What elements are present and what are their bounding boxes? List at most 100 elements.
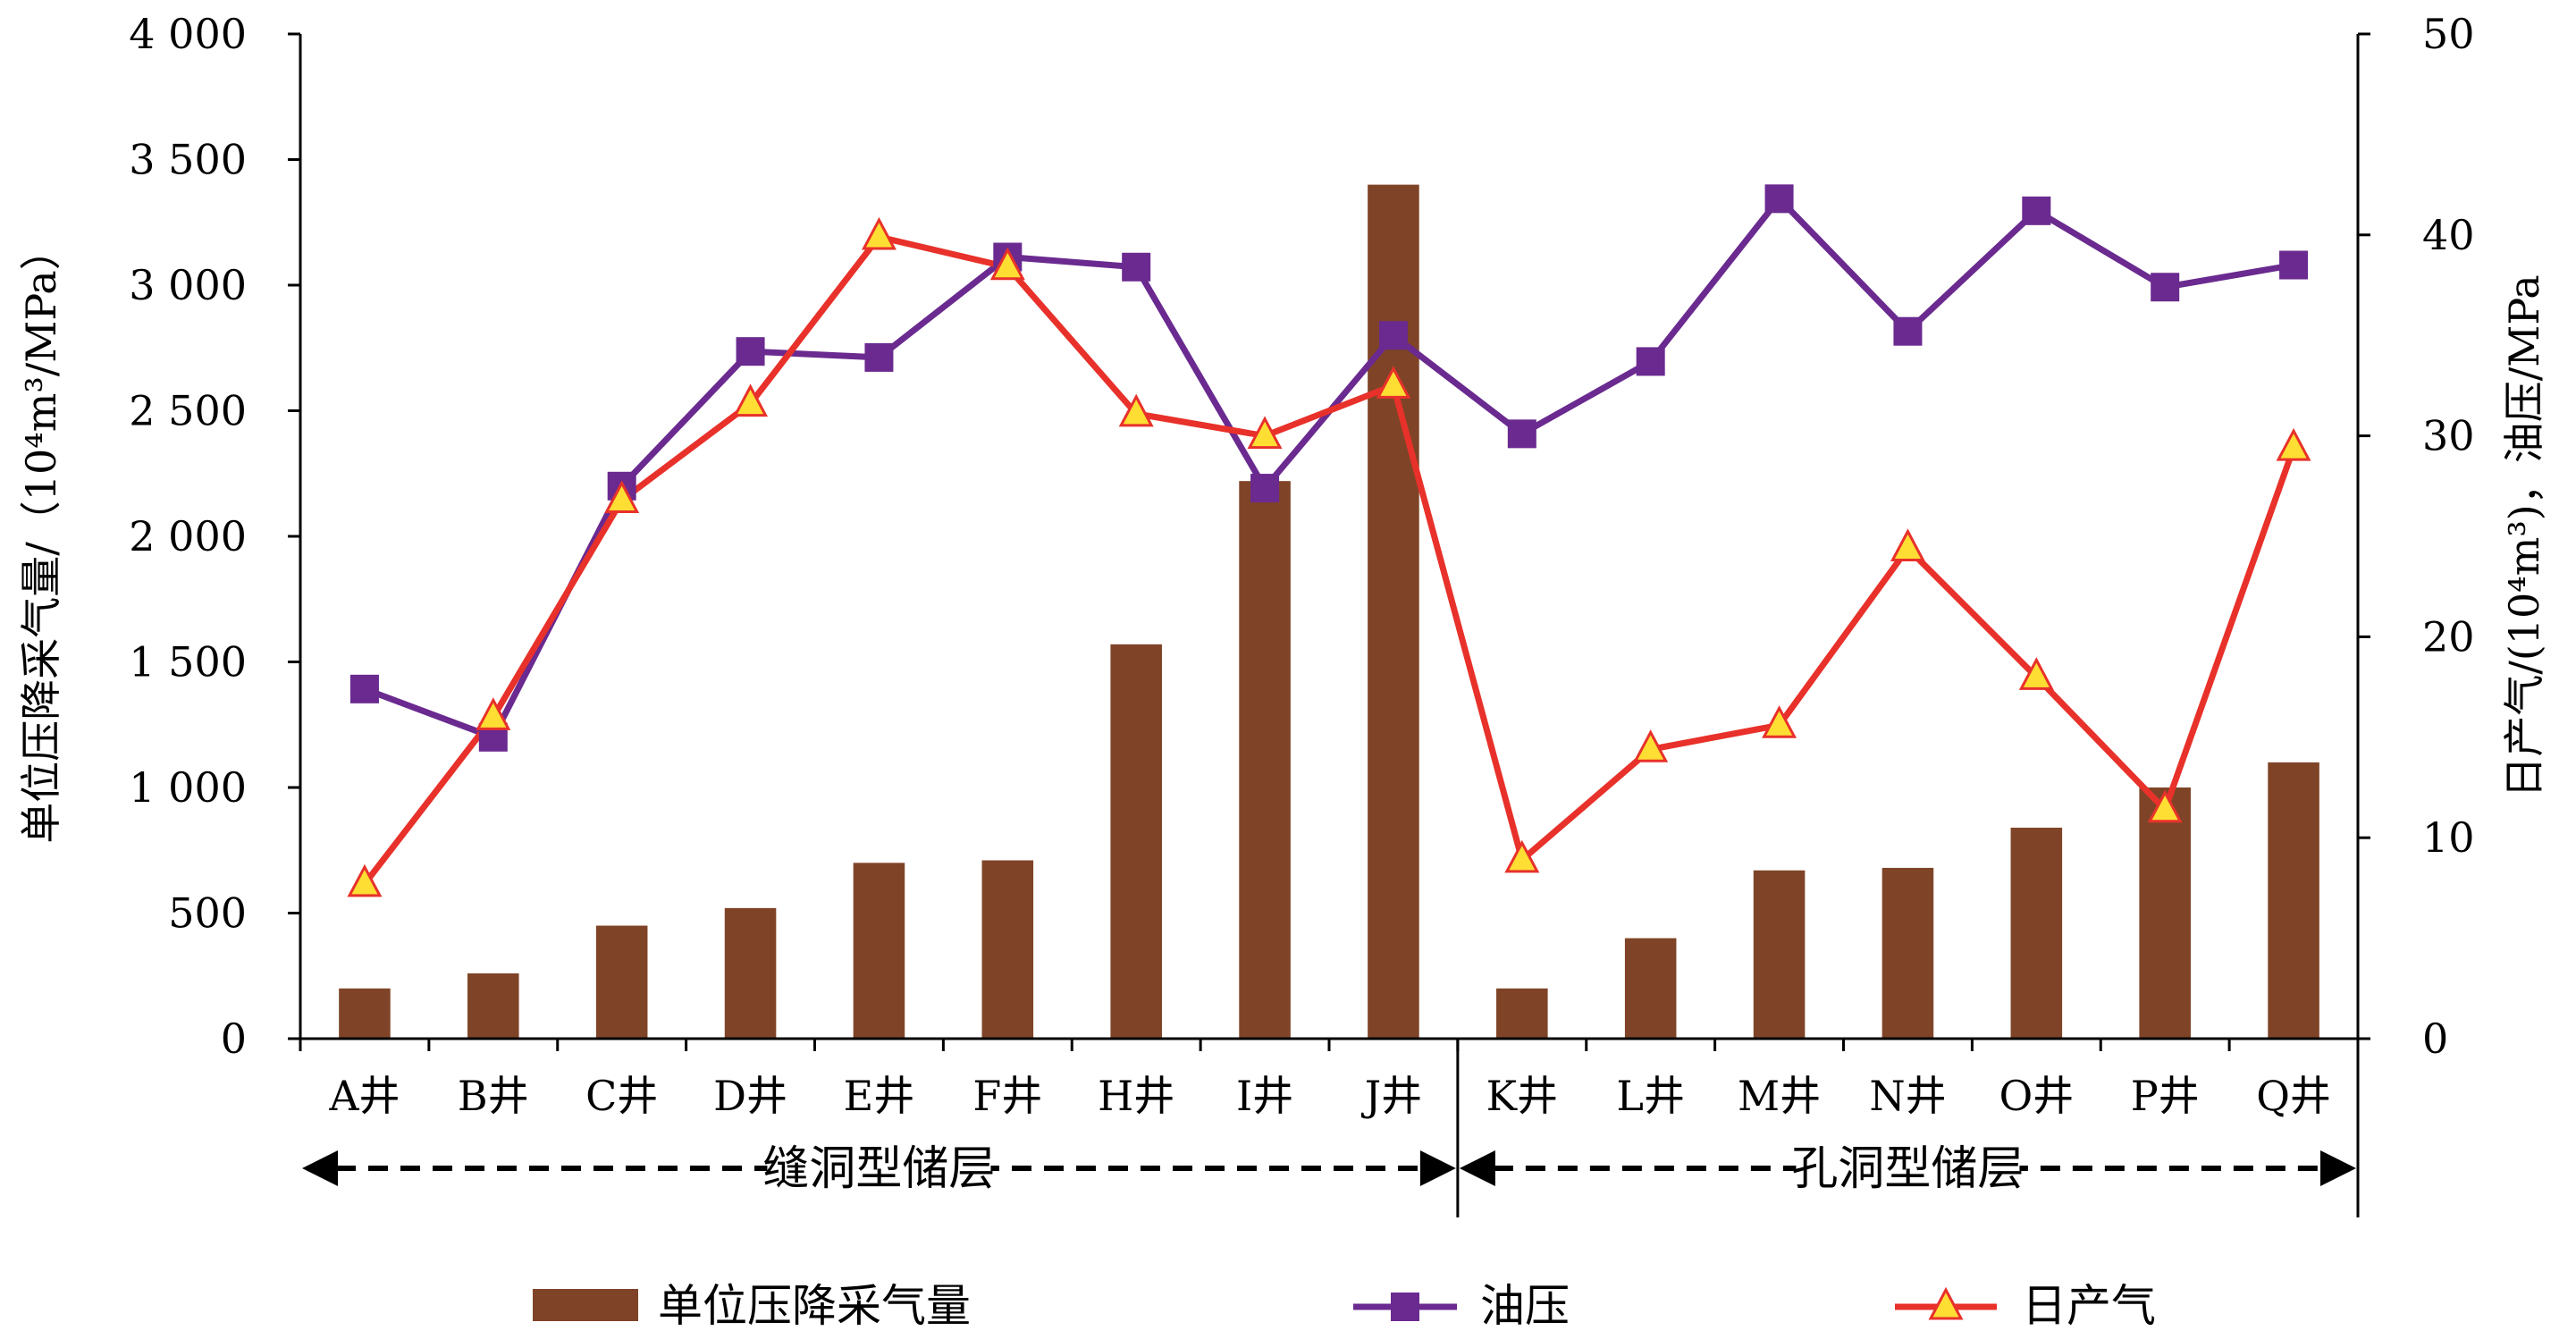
left-tick-label: 3 500: [129, 136, 247, 184]
bar: [1496, 988, 1548, 1039]
legend-triangle-marker: [1928, 1286, 1964, 1320]
right-axis-title: 日产气/(10⁴m³)，油压/MPa: [2500, 274, 2548, 797]
bar: [853, 863, 905, 1039]
bar: [2010, 827, 2063, 1039]
point-triangle: [861, 216, 897, 250]
point-triangle: [2018, 657, 2054, 690]
left-tick-label: 1 000: [129, 763, 247, 812]
point-square: [1764, 184, 1794, 214]
point-triangle: [1376, 366, 1411, 399]
legend-square-marker: [1391, 1293, 1419, 1321]
line-series: [362, 195, 2297, 887]
point-square: [1250, 474, 1280, 503]
point-triangle: [476, 697, 511, 730]
point-triangle: [989, 247, 1025, 281]
point-square: [2279, 250, 2309, 280]
x-tick-label: H井: [1098, 1072, 1174, 1120]
bar: [724, 907, 777, 1039]
bar: [981, 860, 1034, 1039]
point-square: [1893, 316, 1923, 346]
x-tick-label: P井: [2131, 1072, 2200, 1120]
legend-label: 油压: [1480, 1280, 1570, 1332]
left-tick-label: 2 500: [129, 387, 247, 435]
point-triangle: [1247, 416, 1283, 450]
bar: [467, 973, 519, 1039]
point-triangle: [733, 383, 769, 417]
group-label-bg: [1796, 1141, 2020, 1195]
x-tick-labels: A井 B井 C井 D井 E井 F井 H井 I井 J井 K井 L井 M井 N井 O井 P井 Q井: [328, 1072, 2331, 1120]
point-triangle: [1762, 705, 1797, 738]
x-tick-label: D井: [713, 1072, 787, 1120]
point-triangle: [1890, 528, 1925, 561]
line-markers: [347, 184, 2311, 897]
bar-series: [339, 184, 2319, 1040]
x-tick-label: A井: [328, 1072, 400, 1120]
bar: [1753, 870, 1806, 1039]
group-label: 缝洞型储层: [762, 1142, 995, 1196]
x-tick-label: N井: [1869, 1072, 1946, 1120]
series-line: [363, 195, 2294, 741]
bar: [1624, 938, 1677, 1039]
bar: [1239, 481, 1291, 1039]
point-square: [1636, 347, 1665, 376]
legend-label: 日产气: [2022, 1280, 2156, 1332]
point-triangle: [2276, 427, 2311, 461]
x-tick-label: M井: [1738, 1072, 1821, 1120]
left-tick-label: 2 000: [129, 512, 247, 560]
right-tick-label: 0: [2422, 1015, 2448, 1063]
group-arrow-right: [2320, 1150, 2356, 1186]
x-tick-label: C井: [585, 1072, 658, 1120]
point-square: [2151, 273, 2180, 302]
right-tick-label: 10: [2422, 813, 2475, 862]
group-arrow-right: [1419, 1150, 1456, 1186]
x-tick-label: K井: [1486, 1072, 1558, 1120]
group-arrow-left: [1459, 1150, 1495, 1186]
ticks: 0 500 1 000 1 500 2 000 2 500 3 000 3 500 4 000 0…: [129, 10, 2474, 1063]
point-square: [1507, 419, 1536, 449]
left-tick-label: 4 000: [129, 10, 247, 58]
x-tick-label: L井: [1616, 1072, 1685, 1120]
point-triangle: [1118, 393, 1154, 427]
left-axis-title: 单位压降采气量/（10⁴m³/MPa）: [17, 229, 65, 843]
point-square: [1122, 252, 1151, 282]
right-tick-label: 50: [2422, 10, 2475, 58]
bar: [1368, 184, 1419, 1040]
left-tick-label: 0: [221, 1015, 247, 1063]
series-line: [362, 233, 2297, 887]
point-square: [1378, 321, 1408, 350]
x-tick-label: F井: [972, 1072, 1042, 1120]
left-tick-label: 500: [168, 889, 247, 938]
point-triangle: [2147, 789, 2183, 823]
bar: [1881, 867, 1934, 1039]
right-tick-label: 30: [2422, 412, 2475, 460]
point-triangle: [1633, 729, 1669, 762]
bar: [595, 925, 648, 1039]
point-square: [349, 674, 379, 703]
x-tick-label: B井: [458, 1072, 529, 1120]
right-tick-label: 20: [2422, 612, 2475, 661]
x-tick-label: I井: [1236, 1072, 1293, 1120]
right-tick-label: 40: [2422, 211, 2475, 259]
bar: [2139, 787, 2191, 1039]
point-triangle: [347, 863, 383, 897]
point-square: [864, 342, 894, 372]
x-tick-label: J井: [1361, 1072, 1422, 1120]
bar: [2268, 762, 2319, 1039]
legend-label: 单位压降采气量: [658, 1280, 971, 1332]
left-tick-label: 3 000: [129, 261, 247, 309]
point-square: [736, 337, 765, 366]
point-triangle: [604, 480, 640, 514]
point-triangle: [1504, 839, 1540, 873]
legend-bar-swatch: [533, 1289, 638, 1321]
group-arrow-left: [302, 1150, 338, 1186]
left-tick-label: 1 500: [129, 638, 247, 686]
bar: [1110, 644, 1162, 1039]
group-label-bg: [767, 1141, 991, 1195]
point-square: [2022, 196, 2051, 225]
x-tick-label: Q井: [2256, 1072, 2331, 1120]
group-brackets: 缝洞型储层 孔洞型储层: [302, 1039, 2360, 1217]
bar: [339, 988, 391, 1039]
group-label: 孔洞型储层: [1791, 1142, 2024, 1196]
x-tick-label: O井: [1999, 1072, 2074, 1120]
